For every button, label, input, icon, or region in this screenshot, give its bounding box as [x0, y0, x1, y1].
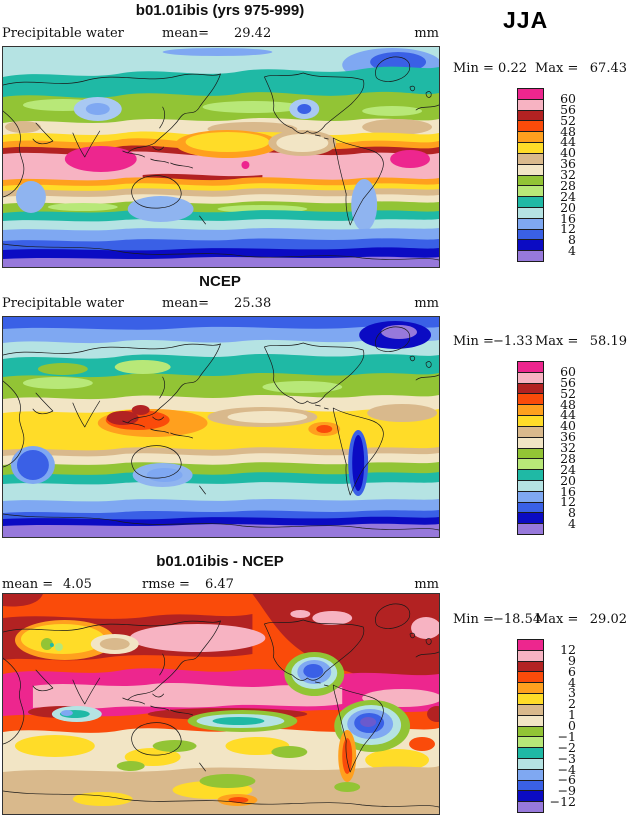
panel3-title: b01.01ibis - NCEP — [156, 553, 284, 570]
panel1-title: b01.01ibis (yrs 975-999) — [135, 2, 305, 19]
world-map-ncep — [3, 317, 439, 537]
panel2-minmax: Min =−1.33 Max = 58.19 — [453, 334, 633, 349]
colorbar-tick-label: 52 — [560, 112, 576, 128]
panel1-mean-value: 29.42 — [234, 26, 272, 41]
panel2-map-frame — [2, 316, 440, 538]
panel2-variable-label: Precipitable water — [2, 296, 124, 311]
colorbar-tick-label: −4 — [557, 761, 576, 777]
colorbar-swatch — [517, 250, 544, 262]
panel2-mean-value: 25.38 — [234, 296, 272, 311]
panel3-minmax: Min =−18.54Max = 29.02 — [453, 612, 633, 627]
panel1-minmax: Min = 0.22 Max = 67.43 — [453, 61, 633, 76]
colorbar-tick-label: 2 — [568, 696, 576, 712]
colorbar-tick-label: −2 — [557, 739, 576, 755]
colorbar-tick-label: 4 — [568, 243, 576, 259]
colorbar-tick-label: 40 — [560, 418, 576, 434]
colorbar-tick-label: 4 — [568, 516, 576, 532]
panel3-stats-row: mean = 4.05 rmse = 6.47 mm — [2, 577, 439, 593]
colorbar-tick-label: 44 — [560, 134, 576, 150]
panel2-min-label: Min = — [453, 334, 494, 349]
panel1-colorbar: 60 56 52 48 44 40 36 32 28 24 20 16 12 8 4 — [517, 88, 576, 262]
panel1-max-label: Max = — [535, 61, 579, 76]
colorbar-tick-label: 36 — [560, 429, 576, 445]
colorbar-tick-label: 20 — [560, 472, 576, 488]
world-map-model — [3, 47, 439, 267]
colorbar-tick-label: 24 — [560, 461, 576, 477]
panel1-mean-label: mean= — [162, 26, 210, 41]
panel2-colorbar: 60 56 52 48 44 40 36 32 28 24 20 16 12 8 4 — [517, 361, 576, 535]
panel1-map-frame — [2, 46, 440, 268]
colorbar-tick-label: 52 — [560, 385, 576, 401]
colorbar-tick-label: −9 — [557, 783, 576, 799]
panel3-map-frame — [2, 593, 440, 815]
colorbar-tick-label: 28 — [560, 177, 576, 193]
panel3-max-label: Max = — [535, 612, 579, 627]
colorbar-tick-label: 28 — [560, 450, 576, 466]
colorbar-tick-label: 8 — [568, 232, 576, 248]
world-map-difference — [3, 594, 439, 814]
colorbar-tick-label: 32 — [560, 167, 576, 182]
colorbar-tick-label: 56 — [560, 101, 576, 117]
panel2-max-value: 58.19 — [589, 334, 627, 349]
panel2-min-value: −1.33 — [493, 334, 533, 349]
colorbar-tick-label: 1 — [568, 707, 576, 723]
panel3-rmse-value: 6.47 — [205, 577, 234, 592]
panel1-variable-label: Precipitable water — [2, 26, 124, 41]
panel3-units: mm — [414, 577, 439, 592]
panel3-max-value: 29.02 — [589, 612, 627, 627]
colorbar-tick-label: 32 — [560, 440, 576, 455]
colorbar-tick-label: 12 — [560, 221, 576, 237]
colorbar-tick-label: 24 — [560, 188, 576, 204]
panel1-stats-row: Precipitable water mean= 29.42 mm — [2, 26, 439, 42]
panel3-mean-label: mean = — [2, 577, 54, 592]
panel1-min-value: 0.22 — [498, 61, 527, 76]
season-label: JJA — [503, 7, 549, 33]
colorbar-swatch — [517, 801, 544, 813]
colorbar-tick-label: 3 — [568, 685, 576, 701]
colorbar-tick-label: −12 — [549, 794, 576, 810]
panel3-mean-value: 4.05 — [63, 577, 92, 592]
colorbar-tick-label: 16 — [560, 483, 576, 499]
colorbar-tick-label: 12 — [560, 494, 576, 510]
panel3-rmse-label: rmse = — [142, 577, 190, 592]
panel1-max-value: 67.43 — [589, 61, 627, 76]
colorbar-tick-label: 40 — [560, 145, 576, 161]
colorbar-tick-label: 6 — [568, 663, 576, 679]
panel3-min-label: Min = — [453, 612, 494, 627]
colorbar-tick-label: 48 — [560, 123, 576, 139]
colorbar-tick-label: 9 — [568, 652, 576, 668]
colorbar-tick-label: 36 — [560, 156, 576, 172]
panel2-title: NCEP — [199, 273, 241, 290]
colorbar-tick-label: −1 — [557, 728, 576, 744]
panel2-units: mm — [414, 296, 439, 311]
colorbar-tick-label: 48 — [560, 396, 576, 412]
colorbar-swatch — [517, 523, 544, 535]
colorbar-tick-label: 60 — [560, 90, 576, 106]
panel3-min-value: −18.54 — [493, 612, 542, 627]
colorbar-tick-label: 8 — [568, 505, 576, 521]
colorbar-tick-label: 56 — [560, 374, 576, 390]
panel1-min-label: Min = — [453, 61, 494, 76]
colorbar-tick-label: −6 — [557, 772, 576, 788]
panel2-max-label: Max = — [535, 334, 579, 349]
colorbar-tick-label: 60 — [560, 363, 576, 379]
colorbar-tick-label: 16 — [560, 210, 576, 226]
colorbar-tick-label: 20 — [560, 199, 576, 215]
panel3-colorbar: 12 9 6 4 3 2 1 0 −1 −2 −3 −4 −6 −9 −12 — [517, 639, 576, 813]
colorbar-tick-label: 0 — [568, 718, 576, 733]
panel2-mean-label: mean= — [162, 296, 210, 311]
panel1-units: mm — [414, 26, 439, 41]
colorbar-tick-label: 4 — [568, 674, 576, 690]
colorbar-tick-label: 44 — [560, 407, 576, 423]
panel2-stats-row: Precipitable water mean= 25.38 mm — [2, 296, 439, 312]
colorbar-tick-label: −3 — [557, 750, 576, 766]
colorbar-tick-label: 12 — [560, 641, 576, 657]
